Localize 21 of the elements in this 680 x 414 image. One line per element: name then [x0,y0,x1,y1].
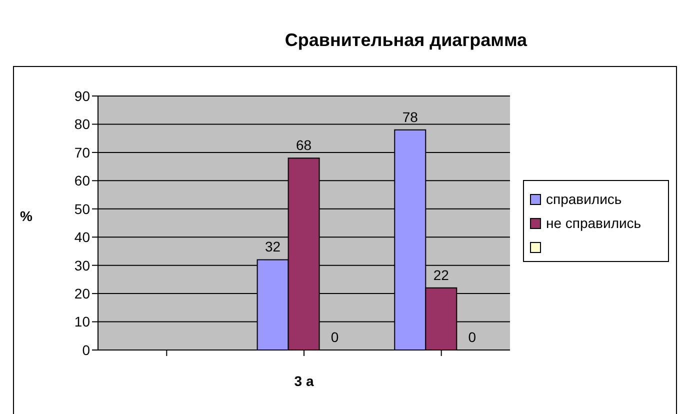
y-tick-label: 20 [74,286,90,302]
chart-title: Сравнительная диаграмма [284,30,528,51]
legend-label: не справились [546,215,642,231]
y-tick-label: 60 [74,172,90,189]
y-tick-label: 10 [74,314,90,330]
data-label: 78 [402,108,418,125]
y-axis-title: % [20,208,32,224]
y-tick-label: 30 [74,257,90,274]
y-tick-label: 70 [74,144,90,160]
data-label: 0 [468,328,476,345]
y-tick-label: 80 [74,116,90,132]
data-label: 68 [296,137,312,154]
y-tick-label: 90 [74,88,90,104]
data-label: 0 [330,328,339,345]
y-tick-label: 50 [74,200,90,217]
x-axis-title: 3 а [294,372,314,389]
legend-label: справились [546,191,622,207]
y-tick-label: 40 [74,229,90,246]
y-tick-label: 0 [82,342,90,358]
data-label: 32 [265,238,281,255]
data-label: 22 [433,266,450,283]
